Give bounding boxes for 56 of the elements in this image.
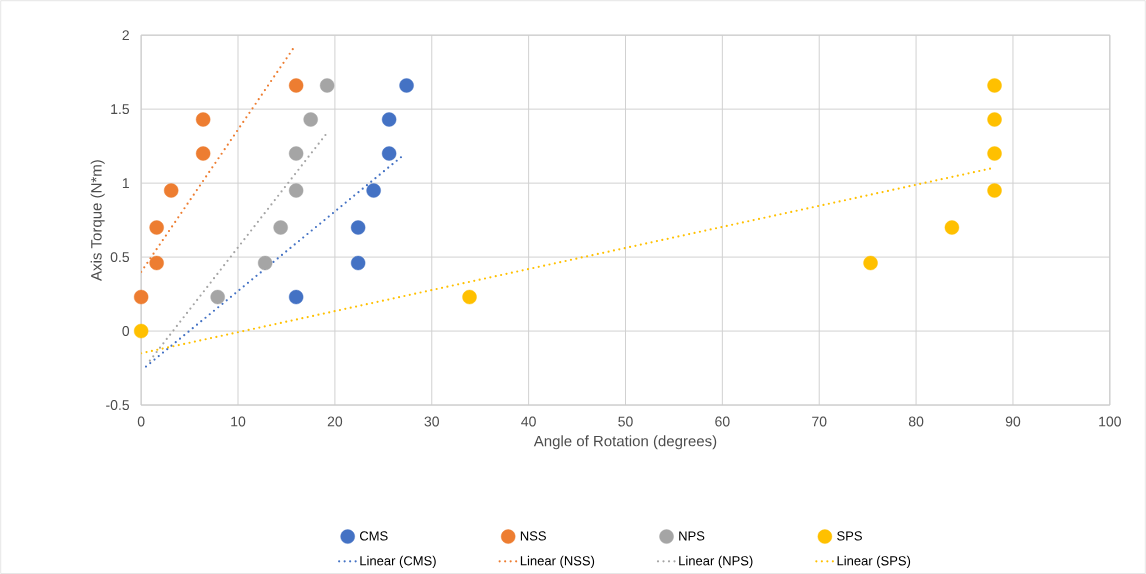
point: [863, 255, 878, 271]
point: [944, 220, 960, 235]
point: [399, 78, 414, 93]
y-tick-label: 0: [122, 326, 130, 336]
point: [462, 289, 477, 305]
x-tick-label: 10: [231, 416, 246, 427]
x-tick-label: 20: [327, 416, 343, 427]
point: [288, 183, 304, 198]
y-tick-label: 0.5: [110, 252, 130, 262]
y-tick-label: 2: [122, 30, 129, 40]
point: [303, 112, 318, 127]
point: [366, 183, 381, 198]
y-axis-title: Axis Torque (N*m): [90, 160, 105, 281]
x-tick-label: 70: [812, 416, 827, 427]
legend-label: Linear (NSS): [520, 555, 595, 568]
point: [319, 78, 335, 93]
x-tick-label: 50: [618, 416, 633, 427]
point: [288, 146, 304, 161]
y-tick-label: -0.5: [106, 399, 130, 410]
x-tick-label: 30: [424, 416, 439, 427]
point: [163, 183, 179, 198]
y-tick-label: 1: [122, 178, 129, 188]
point: [149, 220, 164, 235]
x-tick-label: 80: [908, 416, 924, 427]
point: [149, 255, 164, 271]
point: [987, 146, 1002, 161]
point: [987, 183, 1002, 198]
legend-label: Linear (CMS): [360, 555, 436, 568]
legend-label: SPS: [837, 531, 862, 541]
legend-label: Linear (SPS): [837, 555, 911, 568]
legend-label: CMS: [359, 531, 388, 541]
point: [288, 289, 304, 305]
legend-label: NPS: [679, 531, 705, 541]
point: [133, 289, 149, 305]
point: [350, 220, 366, 235]
point: [288, 78, 304, 93]
x-tick-label: 90: [1005, 416, 1021, 427]
point: [210, 289, 225, 305]
point: [195, 112, 211, 127]
y-tick-label: 1.5: [111, 104, 130, 114]
point: [273, 220, 288, 235]
point: [133, 323, 149, 339]
legend-label: NSS: [520, 531, 546, 541]
point: [381, 146, 397, 161]
x-tick-label: 60: [715, 416, 730, 427]
x-tick-label: 100: [1099, 416, 1121, 427]
x-axis-title: Angle of Rotation (degrees): [533, 435, 717, 450]
point: [987, 112, 1002, 127]
x-tick-label: 40: [521, 416, 536, 427]
point: [257, 255, 273, 271]
point: [195, 146, 211, 161]
legend-label: Linear (NPS): [679, 555, 753, 568]
point: [350, 255, 366, 271]
x-tick-label: 0: [137, 416, 145, 427]
point: [987, 78, 1002, 93]
point: [381, 112, 397, 127]
